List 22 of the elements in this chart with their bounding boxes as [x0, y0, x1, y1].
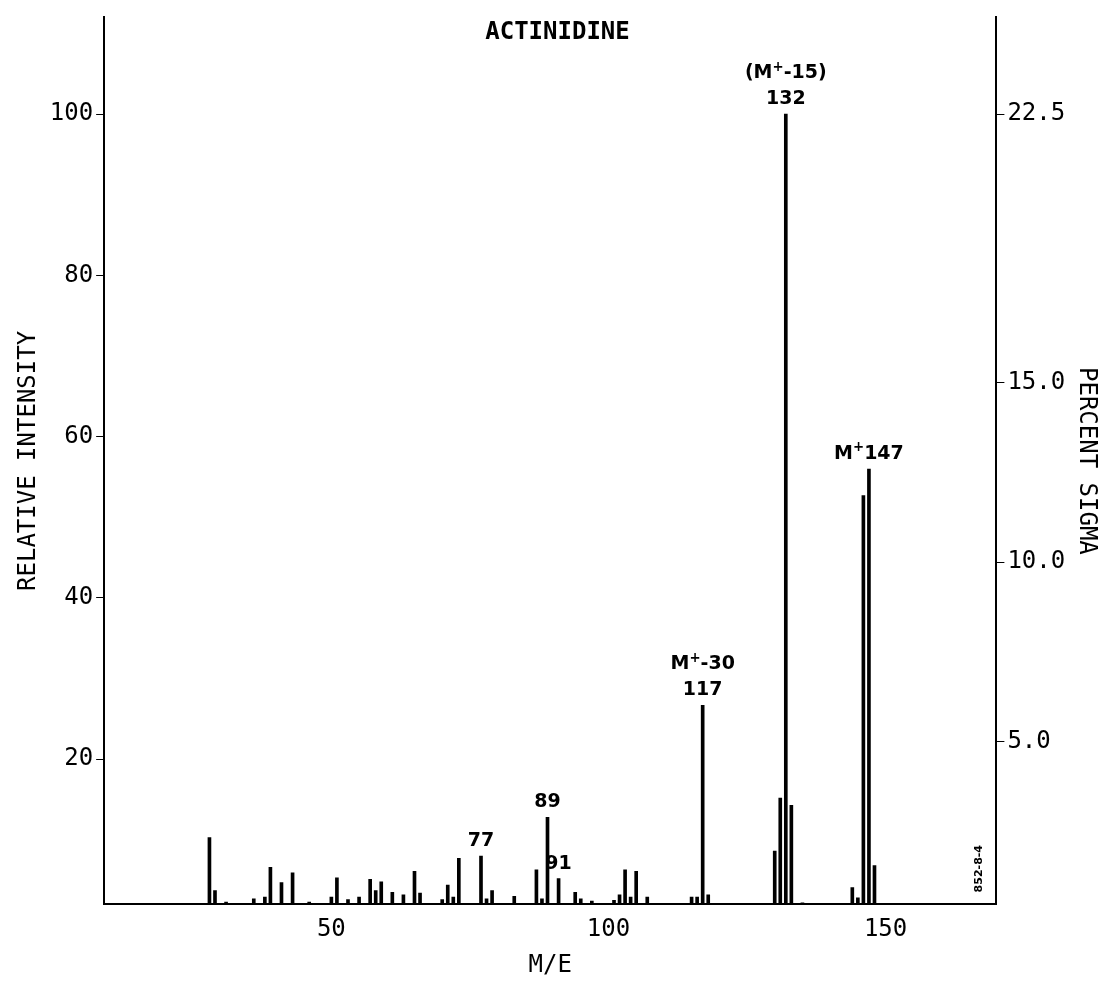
y-tick-label: 60 [64, 420, 94, 449]
y-axis-title: RELATIVE INTENSITY [12, 330, 41, 591]
annotation: M+-30 117 [670, 649, 735, 700]
y2-tick-label: 10.0 [1007, 546, 1066, 575]
x-tick-label: 100 [586, 914, 631, 943]
y2-tick-label: 5.0 [1007, 725, 1051, 754]
y2-axis-title: PERCENT SIGMA [1074, 366, 1103, 556]
y-tick-label: 100 [49, 98, 94, 127]
annotation: 89 [534, 789, 561, 812]
x-axis-title: M/E [528, 949, 572, 978]
y-tick-label: 80 [64, 259, 94, 288]
y-tick-label: 40 [64, 582, 94, 611]
y-tick-label: 20 [64, 743, 94, 772]
annotation: 852-8-4 [972, 844, 986, 893]
annotation: M+147 [834, 439, 904, 463]
annotation: (M+-15) 132 [744, 58, 827, 109]
x-tick-label: 150 [863, 914, 908, 943]
x-tick-label: 50 [316, 914, 346, 943]
y2-tick-label: 15.0 [1007, 367, 1066, 396]
chart-title: ACTINIDINE [485, 17, 630, 46]
annotation: 77 [467, 828, 495, 851]
y2-tick-label: 22.5 [1007, 98, 1066, 127]
